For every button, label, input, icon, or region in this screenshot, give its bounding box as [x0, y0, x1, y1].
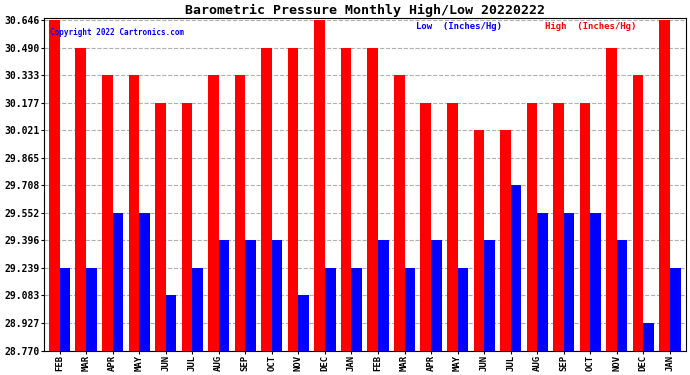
Bar [208, 75, 219, 351]
Bar [128, 75, 139, 351]
Bar [193, 268, 203, 351]
Bar [49, 20, 59, 351]
Bar [420, 103, 431, 351]
Bar [526, 103, 538, 351]
Bar [431, 240, 442, 351]
Bar [272, 240, 282, 351]
Bar [580, 103, 590, 351]
Bar [670, 268, 680, 351]
Text: Copyright 2022 Cartronics.com: Copyright 2022 Cartronics.com [50, 28, 184, 38]
Bar [288, 48, 298, 351]
Bar [341, 48, 351, 351]
Bar [86, 268, 97, 351]
Bar [447, 103, 457, 351]
Title: Barometric Pressure Monthly High/Low 20220222: Barometric Pressure Monthly High/Low 202… [185, 4, 544, 17]
Bar [235, 75, 245, 351]
Bar [112, 213, 124, 351]
Bar [181, 103, 193, 351]
Bar [607, 48, 617, 351]
Bar [325, 268, 335, 351]
Bar [245, 240, 256, 351]
Bar [378, 240, 388, 351]
Text: High  (Inches/Hg): High (Inches/Hg) [544, 22, 636, 31]
Bar [511, 185, 521, 351]
Bar [75, 48, 86, 351]
Bar [617, 240, 627, 351]
Bar [394, 75, 404, 351]
Bar [298, 296, 309, 351]
Bar [553, 103, 564, 351]
Bar [314, 20, 325, 351]
Bar [139, 213, 150, 351]
Bar [367, 48, 378, 351]
Bar [102, 75, 112, 351]
Bar [643, 323, 654, 351]
Text: Low  (Inches/Hg): Low (Inches/Hg) [416, 22, 502, 31]
Bar [155, 103, 166, 351]
Bar [484, 240, 495, 351]
Bar [633, 75, 643, 351]
Bar [457, 268, 469, 351]
Bar [659, 20, 670, 351]
Bar [564, 213, 574, 351]
Bar [59, 268, 70, 351]
Bar [500, 130, 511, 351]
Bar [590, 213, 601, 351]
Bar [473, 130, 484, 351]
Bar [351, 268, 362, 351]
Bar [166, 296, 176, 351]
Bar [404, 268, 415, 351]
Bar [538, 213, 548, 351]
Bar [262, 48, 272, 351]
Bar [219, 240, 229, 351]
